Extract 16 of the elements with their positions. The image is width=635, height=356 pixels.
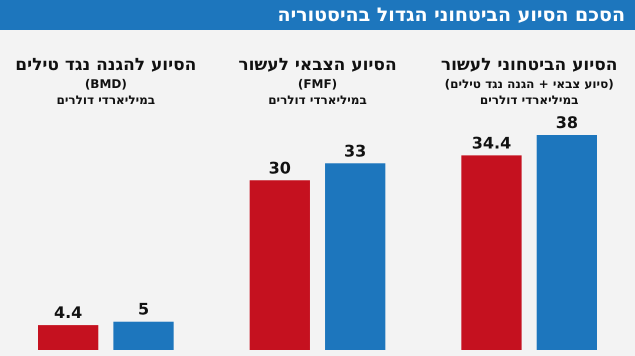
chart-subtitle: (BMD) [84,77,127,91]
chart-subtitle: (FMF) [298,77,338,91]
text: הסכם הסיוע הביטחוני הגדול בהיסטוריה [278,4,625,26]
chart-title: הסיוע הביטחוני לעשור [440,55,618,75]
chart-title: הסיוע הצבאי לעשור [238,55,397,75]
chart-subtitle: (סיוע צבאי + הגנה נגד טילים) [444,77,614,91]
data-label: 4.4 [54,303,82,322]
text: במיליארדי דולרים [480,93,578,107]
chart-title: הסיוע להגנה נגד טילים [15,55,196,75]
data-label: 30 [268,158,291,178]
data-label: 5 [138,300,150,319]
data-label: 33 [344,141,366,160]
text: במיליארדי דולרים [268,93,367,107]
data-label: 38 [556,113,578,132]
data-label: 34.4 [472,133,512,152]
text: במיליארדי דולרים [56,93,156,107]
